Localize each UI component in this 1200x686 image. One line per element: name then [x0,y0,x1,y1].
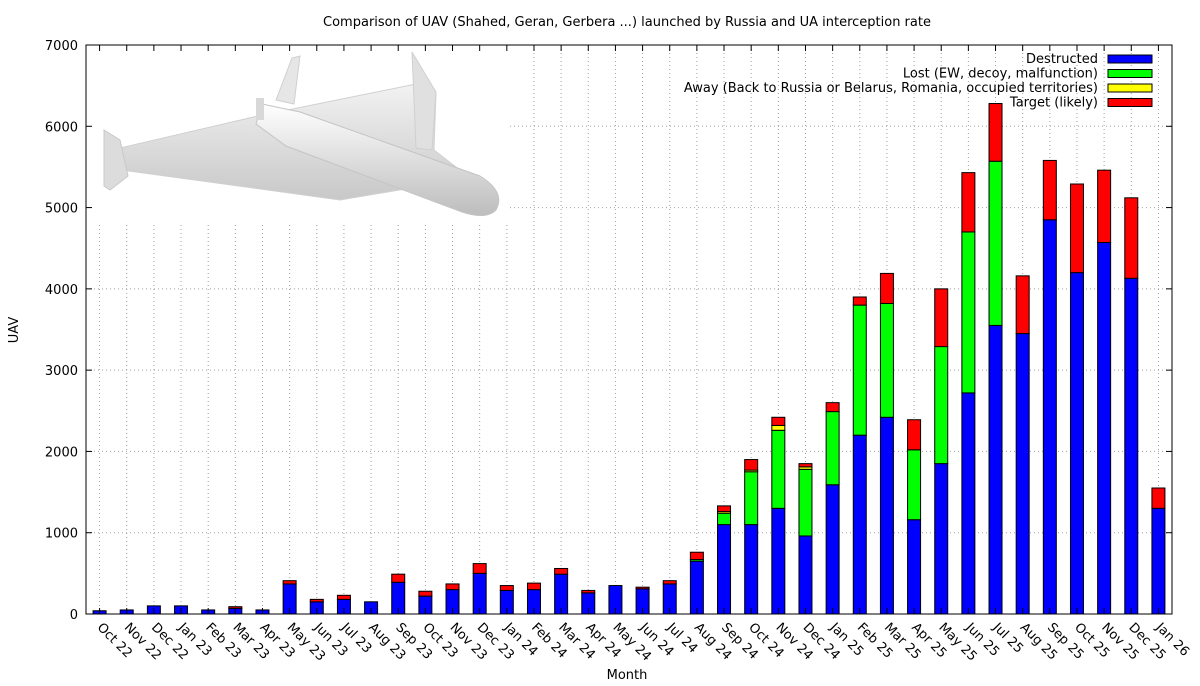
bar-destructed-25 [771,507,786,615]
legend-label: Destructed [1026,52,1098,67]
bar-target-25 [771,416,786,426]
bar-target-36 [1069,183,1084,274]
y-tick-label: 4000 [45,283,78,298]
bar-lost-33 [988,160,1003,326]
bar-destructed-34 [1015,333,1030,615]
bar-lost-26 [798,468,813,537]
bar-target-15 [499,585,514,591]
y-tick-label: 0 [70,608,78,623]
y-tick-label: 3000 [45,364,78,379]
bar-target-7 [282,580,297,585]
bar-destructed-30 [907,519,922,615]
bar-lost-28 [852,304,867,436]
legend-label: Target (likely) [1009,96,1098,111]
bar-destructed-22 [689,560,704,615]
bar-lost-30 [907,449,922,521]
y-tick-label: 2000 [45,445,78,460]
bar-target-38 [1124,197,1139,279]
bar-target-24 [744,459,759,471]
legend-label: Away (Back to Russia or Belarus, Romania… [684,81,1098,96]
legend-swatch [1107,98,1153,107]
chart-title: Comparison of UAV (Shahed, Geran, Gerber… [323,15,931,30]
bar-destructed-27 [825,484,840,615]
bar-lost-24 [744,471,759,526]
bar-destructed-33 [988,324,1003,615]
bar-target-29 [879,272,894,304]
bar-destructed-28 [852,434,867,615]
bar-destructed-37 [1097,242,1112,615]
bar-destructed-24 [744,524,759,615]
legend-label: Lost (EW, decoy, malfunction) [903,67,1098,82]
bar-target-13 [445,583,460,591]
y-tick-label: 1000 [45,527,78,542]
bar-destructed-36 [1069,272,1084,615]
bar-target-12 [418,590,433,597]
bar-destructed-26 [798,535,813,615]
bar-target-20 [635,586,650,590]
y-axis-ticks: 0 1000 2000 3000 4000 5000 6000 7000 [45,39,1172,623]
bar-lost-31 [934,346,949,465]
bar-target-31 [934,288,949,348]
bar-away-25 [771,424,786,431]
bar-target-9 [336,594,351,600]
plot-frame [85,44,1173,615]
bar-target-27 [825,402,840,413]
bar-target-34 [1015,275,1030,335]
bar-target-39 [1151,487,1166,509]
bar-target-8 [309,598,324,603]
bar-target-32 [961,172,976,233]
bar-destructed-14 [472,572,487,615]
bar-target-14 [472,563,487,574]
bar-destructed-39 [1151,507,1166,615]
bar-destructed-38 [1124,277,1139,615]
bar-target-18 [581,589,596,594]
bars-layer [92,103,1166,615]
bar-target-21 [662,580,677,585]
bar-target-22 [689,551,704,561]
y-axis-label: UAV [7,317,22,344]
y-tick-label: 7000 [45,39,78,54]
x-axis-label: Month [607,668,648,683]
bar-target-28 [852,296,867,306]
bar-destructed-23 [717,524,732,615]
bar-target-11 [391,573,406,583]
drone-illustration [86,46,508,222]
bar-target-37 [1097,169,1112,244]
bar-lost-27 [825,411,840,486]
bar-target-23 [717,505,732,513]
y-tick-label: 6000 [45,120,78,135]
y-tick-label: 5000 [45,202,78,217]
bar-target-30 [907,419,922,451]
bar-target-16 [526,582,541,591]
bar-target-33 [988,103,1003,162]
bar-lost-25 [771,429,786,509]
legend-swatch [1107,69,1153,78]
bar-target-35 [1042,159,1057,221]
bar-destructed-32 [961,392,976,615]
bar-target-17 [554,567,569,575]
bar-lost-32 [961,231,976,394]
legend-swatch [1107,54,1153,64]
legend-swatch [1107,83,1153,93]
bar-target-26 [798,463,813,468]
bar-destructed-35 [1042,219,1057,615]
bar-lost-23 [717,512,732,526]
bar-destructed-31 [934,463,949,615]
bar-destructed-29 [879,416,894,615]
bar-lost-29 [879,302,894,418]
